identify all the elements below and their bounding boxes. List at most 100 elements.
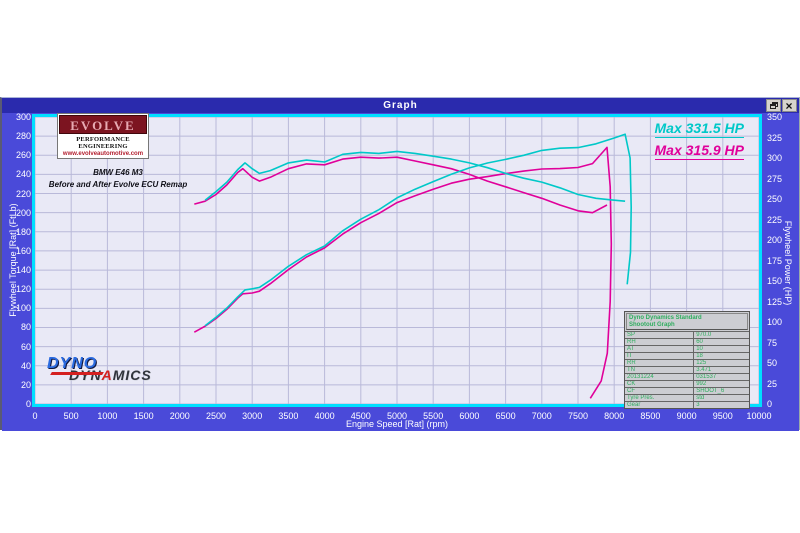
y-left-tick: 240: [15, 169, 31, 180]
y-axis-label-torque: Flywheel Torque [Rat] (FtLb): [8, 203, 18, 317]
x-tick: 1500: [133, 411, 154, 421]
y-right-tick: 125: [767, 296, 783, 307]
close-icon: ×: [785, 98, 794, 113]
y-right-tick: 25: [767, 378, 778, 389]
dyno-logo-word2: DYNAMICS: [69, 367, 152, 383]
table-cell-value: 3.471: [693, 367, 749, 373]
y-right-tick: 50: [767, 358, 778, 368]
table-row: CF SHOOT_6: [625, 387, 749, 394]
table-row: SP 970.0: [625, 331, 749, 338]
x-tick: 500: [63, 411, 79, 421]
table-cell-value: 970.0: [693, 332, 749, 338]
window-titlebar[interactable]: Graph ×: [2, 98, 799, 113]
power-curve-after_evolve_remap: [204, 133, 633, 327]
y-right-tick: 250: [767, 194, 783, 204]
close-button[interactable]: ×: [782, 99, 797, 112]
y-left-tick: 200: [15, 207, 31, 218]
table-cell-value: 10: [693, 346, 749, 352]
dyno-logo-swoosh: [50, 372, 104, 375]
table-cell-key: AT: [627, 346, 635, 352]
table-cell-key: SP: [627, 332, 636, 338]
y-right-tick: 300: [767, 153, 783, 163]
y-left-tick: 300: [15, 112, 31, 122]
max-power-after-label: Max 331.5 HP: [654, 120, 744, 138]
table-cell-key: RR: [627, 360, 636, 366]
y-left-tick: 0: [25, 399, 31, 409]
table-cell-key: 20131224: [627, 374, 654, 380]
graph-window: Graph × Flywheel Torque [Rat] (FtLb) Fly…: [0, 97, 800, 431]
info-table-rows: SP 970.0 RH 60 AT 10 IT 18 RR 125 TN 3.471 20131224 0…: [625, 331, 749, 408]
x-tick: 5500: [423, 411, 444, 421]
table-cell-value: 125: [693, 360, 749, 366]
y-left-tick: 100: [15, 303, 31, 314]
table-cell-key: RH: [627, 339, 636, 345]
x-axis-label: Engine Speed [Rat] (rpm): [345, 419, 449, 429]
y-right-tick: 150: [767, 276, 783, 286]
x-tick: 6000: [459, 411, 480, 421]
table-row: Gear 3: [625, 401, 749, 408]
restore-icon: [769, 102, 778, 109]
evolve-wordmark: EVOLVE: [59, 115, 147, 134]
y-left-tick: 220: [15, 188, 31, 199]
x-tick: 2500: [205, 411, 227, 421]
table-row: AT 10: [625, 345, 749, 352]
vehicle-annotation: BMW E46 M3 Before and After Evolve ECU R…: [48, 167, 188, 191]
table-cell-value: 992: [693, 381, 749, 387]
x-tick: 4000: [314, 411, 335, 421]
table-cell-key: CK: [627, 381, 636, 387]
x-tick: 9500: [712, 411, 733, 421]
dyno-logo-word1: DYNO: [47, 355, 98, 372]
x-tick: 3000: [242, 411, 263, 421]
y-left-tick: 20: [20, 379, 31, 390]
y-right-tick: 350: [767, 112, 783, 122]
x-tick: 4500: [350, 411, 371, 421]
table-cell-value: 3: [693, 402, 749, 408]
y-left-tick: 80: [20, 322, 31, 333]
chart-panel: Flywheel Torque [Rat] (FtLb) Flywheel Po…: [2, 112, 799, 431]
table-row: TN 3.471: [625, 366, 749, 373]
y-left-tick: 140: [15, 265, 31, 276]
table-row: RR 125: [625, 359, 749, 366]
y-left-tick: 260: [15, 150, 31, 161]
x-tick: 8000: [604, 411, 625, 421]
table-cell-key: Gear: [627, 402, 641, 408]
table-row: CK 992: [625, 380, 749, 387]
table-cell-key: Tyre Pres.: [627, 395, 655, 401]
max-power-before-label: Max 315.9 HP: [654, 142, 744, 160]
y-left-tick: 60: [20, 341, 31, 352]
table-cell-value: 18: [693, 353, 749, 359]
y-right-tick: 200: [767, 235, 783, 245]
restore-button[interactable]: [766, 99, 781, 112]
y-left-tick: 280: [15, 131, 31, 142]
dyno-red-a: A: [101, 367, 113, 383]
y-left-tick: 160: [15, 245, 31, 256]
x-tick: 9000: [676, 411, 697, 421]
table-row: IT 18: [625, 352, 749, 359]
x-tick: 1000: [97, 411, 118, 421]
torque-curve-before_stock: [194, 156, 608, 214]
x-tick: 8500: [640, 411, 661, 421]
table-cell-value: SHOOT_6: [693, 388, 749, 394]
x-tick: 0: [32, 411, 38, 421]
table-cell-value: 031537: [693, 374, 749, 380]
evolve-logo: EVOLVE PERFORMANCE ENGINEERING www.evolv…: [57, 113, 149, 159]
window-controls: ×: [766, 99, 797, 112]
window-title: Graph: [383, 100, 418, 111]
x-tick: 2000: [169, 411, 190, 421]
table-cell-key: CF: [627, 388, 635, 394]
vehicle-description: Before and After Evolve ECU Remap: [48, 180, 188, 189]
y-right-tick: 0: [767, 399, 773, 409]
table-cell-value: std: [693, 395, 749, 401]
x-tick: 3500: [278, 411, 299, 421]
y-right-tick: 275: [767, 173, 783, 184]
x-tick: 10000: [746, 411, 772, 421]
dyno-dynamics-logo: DYNO DYNAMICS: [47, 355, 157, 384]
evolve-url: www.evolveautomotive.com: [62, 151, 144, 157]
x-tick: 7000: [531, 411, 552, 421]
y-right-tick: 325: [767, 132, 783, 143]
info-table-header: Dyno Dynamics Standard Shootout Graph: [626, 313, 748, 330]
vehicle-model: BMW E46 M3: [93, 168, 143, 177]
y-left-tick: 180: [15, 226, 31, 237]
x-tick: 7500: [567, 411, 589, 421]
y-left-tick: 120: [15, 284, 31, 295]
